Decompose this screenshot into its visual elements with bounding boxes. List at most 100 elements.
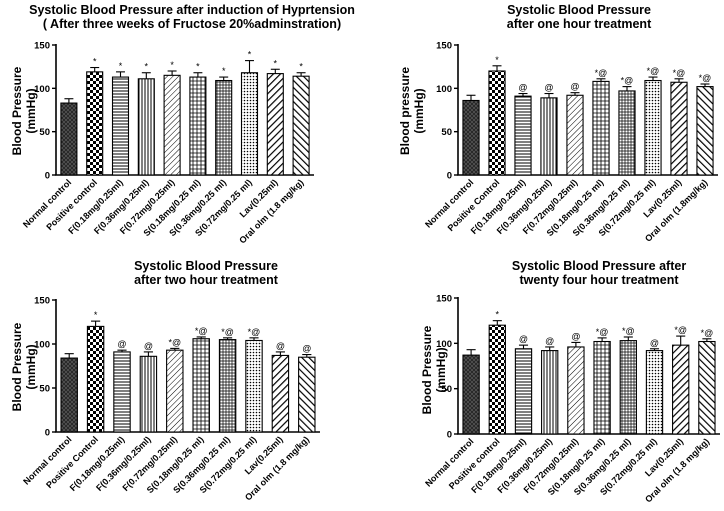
significance-mark: @ bbox=[544, 83, 553, 93]
significance-mark: *@ bbox=[168, 337, 181, 347]
significance-mark: *@ bbox=[621, 76, 634, 86]
chart-panel-two-hour: Systolic Blood Pressure after two hour t… bbox=[10, 259, 320, 503]
y-tick-label: 50 bbox=[441, 127, 452, 138]
y-tick-label: 150 bbox=[436, 41, 452, 52]
significance-mark: * bbox=[170, 60, 174, 70]
significance-mark: *@ bbox=[595, 68, 608, 78]
bar bbox=[644, 79, 662, 176]
bar bbox=[245, 339, 263, 433]
y-tick-label: 50 bbox=[39, 384, 50, 395]
bar bbox=[566, 94, 584, 176]
significance-mark: @ bbox=[571, 331, 580, 341]
bar bbox=[192, 338, 210, 433]
significance-mark: * bbox=[495, 55, 499, 65]
y-axis-label-line-1: Blood Pressure bbox=[10, 322, 24, 411]
bar bbox=[163, 74, 181, 176]
y-axis-label-line-1: Blood Pressure bbox=[420, 325, 434, 414]
significance-mark: @ bbox=[570, 82, 579, 92]
bar bbox=[240, 72, 259, 176]
significance-mark: * bbox=[496, 310, 500, 320]
y-tick-label: 0 bbox=[45, 171, 50, 182]
bar bbox=[514, 348, 533, 435]
significance-mark: *@ bbox=[248, 327, 261, 337]
bar bbox=[540, 97, 558, 176]
bar bbox=[541, 350, 559, 435]
chart-title-line-1: Systolic Blood Pressure after bbox=[512, 259, 687, 273]
bar bbox=[592, 80, 610, 176]
bar bbox=[696, 86, 714, 176]
y-axis-label-line-1: Blood pressure bbox=[398, 67, 412, 155]
bar bbox=[618, 90, 636, 176]
bar bbox=[462, 99, 480, 176]
significance-mark: *@ bbox=[622, 326, 635, 336]
bar bbox=[166, 349, 184, 433]
bar bbox=[111, 76, 130, 176]
chart-title-line-2: after two hour treatment bbox=[134, 273, 279, 287]
significance-mark: *@ bbox=[701, 328, 714, 338]
bar bbox=[86, 325, 105, 433]
significance-mark: *@ bbox=[699, 73, 712, 83]
y-tick-label: 100 bbox=[436, 84, 452, 95]
significance-mark: @ bbox=[650, 338, 659, 348]
bar bbox=[298, 356, 316, 433]
significance-mark: *@ bbox=[647, 66, 660, 76]
significance-mark: @ bbox=[545, 336, 554, 346]
bar bbox=[698, 340, 716, 435]
bar bbox=[670, 81, 688, 176]
significance-mark: * bbox=[119, 61, 123, 71]
y-tick-label: 50 bbox=[39, 127, 50, 138]
significance-mark: *@ bbox=[596, 327, 609, 337]
chart-title-line-2: ( After three weeks of Fructose 20%admin… bbox=[43, 17, 341, 31]
bar bbox=[113, 351, 131, 433]
chart-panel-one-hour: Systolic Blood Pressure after one hour t… bbox=[398, 3, 718, 244]
bar bbox=[672, 344, 690, 435]
bar bbox=[645, 350, 664, 435]
bar bbox=[139, 355, 158, 433]
y-tick-label: 100 bbox=[34, 84, 50, 95]
y-tick-label: 50 bbox=[441, 384, 452, 395]
significance-mark: *@ bbox=[674, 325, 687, 335]
significance-mark: *@ bbox=[221, 327, 234, 337]
bar bbox=[60, 102, 78, 176]
chart-title-line-1: Systolic Blood Pressure bbox=[507, 3, 651, 17]
y-tick-label: 0 bbox=[447, 171, 452, 182]
bar bbox=[60, 357, 78, 433]
chart-title-line-2: after one hour treatment bbox=[507, 17, 652, 31]
y-tick-label: 150 bbox=[34, 296, 50, 307]
bar bbox=[514, 95, 532, 176]
chart-title-line-1: Systolic Blood Pressure after induction … bbox=[29, 3, 355, 17]
bar bbox=[266, 73, 284, 176]
y-axis-label-line-2: (mmHg) bbox=[434, 347, 448, 392]
significance-mark: * bbox=[94, 310, 98, 320]
significance-mark: *@ bbox=[195, 326, 208, 336]
y-axis-label-line-1: Blood Pressure bbox=[10, 66, 24, 155]
y-tick-label: 0 bbox=[45, 428, 50, 439]
y-tick-label: 0 bbox=[447, 430, 452, 441]
significance-mark: @ bbox=[302, 344, 311, 354]
bar bbox=[462, 354, 480, 435]
significance-mark: * bbox=[248, 50, 252, 60]
y-tick-label: 150 bbox=[436, 294, 452, 305]
bar bbox=[215, 79, 233, 176]
bar bbox=[593, 340, 611, 435]
bar bbox=[271, 354, 290, 433]
y-tick-label: 100 bbox=[436, 339, 452, 350]
bar bbox=[488, 70, 506, 176]
significance-mark: * bbox=[222, 66, 226, 76]
significance-mark: @ bbox=[117, 339, 126, 349]
chart-title-line-2: twenty four hour treatment bbox=[519, 273, 679, 287]
y-axis-label-line-2: (mmHg) bbox=[24, 88, 38, 133]
significance-mark: @ bbox=[518, 83, 527, 93]
chart-panel-twenty-four-hour: Systolic Blood Pressure after twenty fou… bbox=[420, 259, 720, 505]
bar bbox=[218, 339, 237, 433]
bar bbox=[619, 340, 637, 435]
bar bbox=[86, 71, 104, 176]
bar bbox=[137, 78, 155, 176]
bar bbox=[567, 346, 585, 435]
significance-mark: *@ bbox=[673, 68, 686, 78]
y-axis-label-line-2: (mmHg) bbox=[412, 88, 426, 133]
significance-mark: * bbox=[145, 62, 149, 72]
bar bbox=[189, 76, 207, 176]
bar bbox=[488, 324, 506, 435]
significance-mark: @ bbox=[276, 341, 285, 351]
